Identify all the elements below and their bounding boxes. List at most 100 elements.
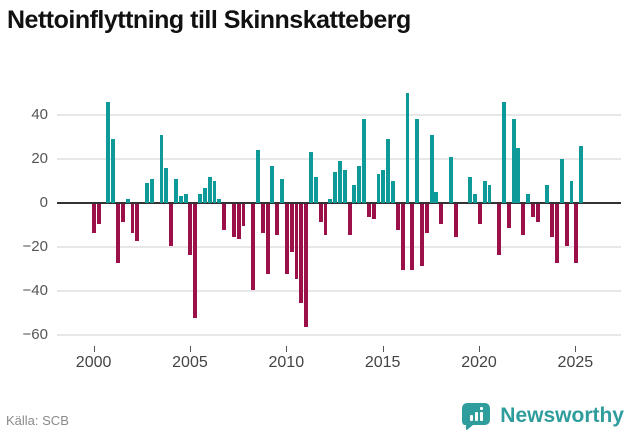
bar [120, 204, 125, 222]
bar [241, 204, 246, 226]
x-axis-tick-label: 2015 [364, 354, 401, 371]
bar [453, 204, 458, 237]
x-axis-tick-label: 2020 [461, 354, 497, 371]
bar [328, 198, 333, 203]
bar [410, 204, 415, 270]
bar [106, 101, 111, 203]
x-axis-tick-label: 2005 [172, 354, 208, 371]
bar [198, 194, 202, 203]
x-axis-tick [93, 346, 95, 352]
bar [135, 204, 140, 242]
x-axis-tick [382, 346, 384, 352]
bar [207, 176, 212, 203]
bar [579, 145, 584, 203]
y-axis-tick-label: 0 [39, 194, 48, 211]
bar [506, 204, 511, 229]
bar [352, 185, 357, 203]
bar [183, 194, 188, 203]
bar [429, 134, 434, 203]
chart-title: Nettoinflyttning till Skinnskatteberg [7, 6, 411, 34]
bar [487, 185, 492, 203]
bar [376, 174, 381, 203]
bar [178, 196, 183, 203]
x-axis-tick [189, 346, 191, 352]
bar [130, 204, 135, 233]
bar [477, 204, 482, 224]
x-axis-tick-label: 2025 [557, 354, 594, 371]
bar [501, 101, 506, 203]
x-axis-tick [479, 346, 480, 352]
gridline [57, 158, 621, 160]
bar [362, 119, 366, 203]
x-axis-tick-label: 2010 [268, 354, 305, 371]
bar [391, 181, 395, 203]
bar [434, 192, 439, 203]
y-axis-tick-label: −20 [22, 238, 48, 255]
bar [366, 204, 371, 218]
bar [212, 181, 217, 203]
bar [405, 93, 410, 203]
bar [304, 204, 309, 328]
bar [473, 194, 477, 203]
bar [313, 176, 318, 203]
y-axis-tick-label: −60 [22, 326, 48, 343]
bar [424, 204, 429, 233]
bar [280, 178, 284, 203]
source-note: Källa: SCB [6, 413, 69, 428]
bar [222, 204, 227, 231]
bar [482, 181, 487, 203]
bar [400, 204, 405, 270]
bar [193, 204, 198, 319]
bar [169, 204, 174, 246]
bar [550, 204, 555, 237]
bar [448, 156, 453, 203]
bar [569, 181, 574, 203]
bar [309, 152, 313, 203]
bar [415, 119, 420, 203]
gridline [57, 114, 621, 116]
bar [125, 198, 130, 203]
bar [299, 204, 304, 303]
x-axis-tick [286, 346, 288, 352]
bar [111, 139, 116, 203]
bar [559, 159, 564, 203]
bar [530, 204, 535, 218]
bar [347, 204, 352, 235]
bar [468, 176, 473, 203]
bar [439, 204, 444, 224]
bar [545, 185, 550, 203]
bar [202, 187, 207, 203]
bar [357, 165, 362, 203]
bar [255, 150, 260, 203]
bar [284, 204, 289, 275]
bar [265, 204, 270, 275]
gridline [57, 334, 621, 336]
bar [535, 204, 540, 222]
bar [159, 134, 164, 203]
bar [386, 139, 391, 203]
bar [342, 170, 347, 203]
zero-baseline [57, 202, 621, 204]
bar [145, 183, 149, 203]
bar [381, 170, 386, 203]
newsworthy-logo[interactable]: Newsworthy [462, 401, 624, 431]
bar [188, 204, 193, 255]
bar [318, 204, 323, 222]
bar [217, 198, 222, 203]
y-axis-tick-label: 20 [31, 150, 48, 167]
bar [333, 172, 338, 203]
bar [526, 194, 530, 203]
bar [116, 204, 120, 264]
bar [419, 204, 424, 266]
bar [173, 178, 178, 203]
bar [231, 204, 236, 237]
bar [236, 204, 241, 240]
bar [260, 204, 265, 233]
bar [92, 204, 96, 233]
bar [395, 204, 400, 231]
bar [251, 204, 256, 290]
bar [371, 204, 376, 220]
bar [275, 204, 280, 235]
